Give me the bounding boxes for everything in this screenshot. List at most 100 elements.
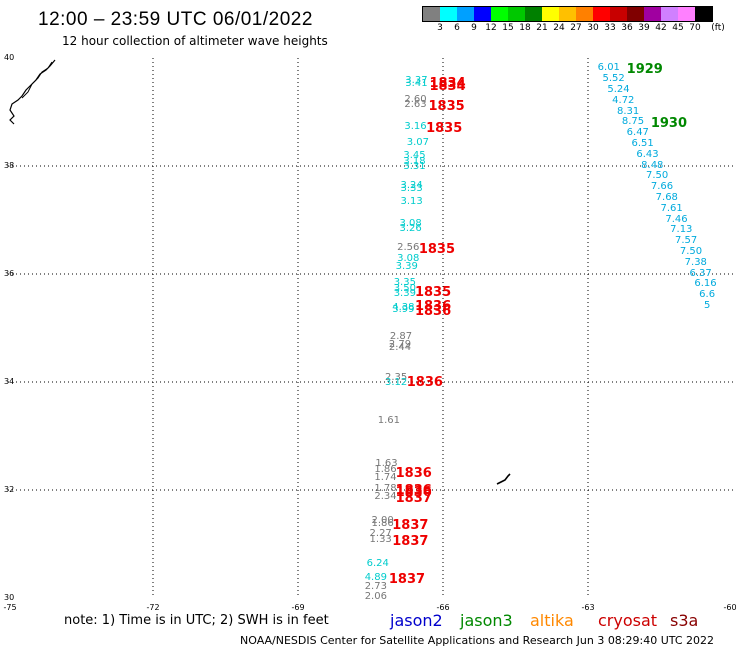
colorbar-swatch bbox=[678, 7, 695, 21]
wave-height-value: 1.63 bbox=[375, 458, 398, 470]
wave-height-value: 2.56 bbox=[397, 242, 420, 254]
colorbar-tick-label: 70 bbox=[689, 23, 701, 33]
wave-height-value: 6.16 bbox=[694, 278, 717, 290]
wave-height-value: 4.72 bbox=[612, 94, 635, 106]
wave-height-value: 2.73 bbox=[364, 580, 387, 592]
latitude-tick-label: 30 bbox=[4, 593, 15, 602]
coastline bbox=[9, 59, 56, 125]
colorbar-swatches bbox=[422, 6, 713, 22]
wave-height-value: 3.16 bbox=[404, 120, 427, 132]
colorbar-swatch bbox=[440, 7, 457, 21]
wave-height-value: 6.43 bbox=[636, 148, 659, 160]
coastline bbox=[21, 61, 53, 99]
pass-time-label: 1835 bbox=[414, 285, 452, 301]
wave-height-value: 8.48 bbox=[641, 159, 664, 171]
colorbar-tick-label: 9 bbox=[471, 23, 477, 33]
wave-height-value: 7.61 bbox=[660, 202, 683, 214]
wave-height-value: 5 bbox=[704, 300, 711, 311]
colorbar-tick-label: 27 bbox=[570, 23, 582, 33]
colorbar-swatch bbox=[542, 7, 559, 21]
wave-height-value: 3.13 bbox=[400, 196, 423, 208]
wave-height-value: 6.47 bbox=[626, 127, 649, 139]
wave-height-value: 3.39 bbox=[393, 288, 416, 300]
wave-height-value: 2.44 bbox=[388, 342, 412, 354]
wave-height-value: 2.79 bbox=[388, 339, 412, 351]
wave-height-value: 1.86 bbox=[371, 517, 394, 529]
wave-height-value: 3.50 bbox=[393, 282, 416, 294]
colorbar-tick-label: 45 bbox=[672, 23, 684, 33]
wave-height-value: 6.01 bbox=[597, 62, 620, 74]
map-subtitle: 12 hour collection of altimeter wave hei… bbox=[62, 34, 328, 48]
colorbar-unit-label: (ft) bbox=[711, 23, 725, 33]
wave-height-value: 7.50 bbox=[646, 170, 669, 182]
satellite-legend-item: s3a bbox=[670, 611, 699, 630]
pass-time-label: 1835 bbox=[418, 242, 456, 258]
colorbar-tick-label: 6 bbox=[454, 23, 460, 33]
wave-height-value: 3.99 bbox=[392, 304, 415, 316]
satellite-legend-item: cryosat bbox=[598, 611, 658, 630]
pass-time-label: 1837 bbox=[388, 571, 426, 587]
pass-time-label: 1835 bbox=[428, 99, 465, 115]
map-title: 12:00 – 23:59 UTC 06/01/2022 bbox=[38, 9, 313, 30]
colorbar-swatch bbox=[576, 7, 593, 21]
longitude-tick-label: -66 bbox=[436, 603, 450, 612]
colorbar-tick-label: 24 bbox=[553, 23, 565, 33]
wave-height-value: 2.06 bbox=[364, 590, 387, 602]
wave-height-value: 5.24 bbox=[607, 84, 630, 95]
wave-height-value: 1.33 bbox=[369, 533, 392, 545]
wave-height-value: 3.41 bbox=[405, 77, 428, 89]
colorbar-tick-label: 30 bbox=[587, 23, 599, 33]
satellite-legend-item: jason2 bbox=[390, 611, 443, 630]
satellite-legend-item: jason3 bbox=[460, 611, 513, 630]
wave-height-value: 6.37 bbox=[689, 267, 712, 279]
wave-height-value: 3.37 bbox=[405, 74, 428, 86]
colorbar-swatch bbox=[593, 7, 610, 21]
colorbar-swatch bbox=[508, 7, 525, 21]
longitude-tick-label: -72 bbox=[146, 603, 160, 612]
pass-time-label: 1837 bbox=[395, 490, 432, 506]
latitude-tick-label: 32 bbox=[4, 485, 15, 494]
note-text: note: 1) Time is in UTC; 2) SWH is in fe… bbox=[64, 613, 329, 628]
wave-height-value: 7.13 bbox=[670, 224, 693, 236]
colorbar-swatch bbox=[525, 7, 542, 21]
wave-height-value: 2.27 bbox=[369, 528, 392, 540]
wave-height-value: 2.87 bbox=[389, 331, 413, 343]
pass-time-label: 1834 bbox=[429, 75, 466, 91]
colorbar-swatch bbox=[474, 7, 491, 21]
wave-height-value: 4.89 bbox=[364, 571, 387, 583]
pass-time-label: 1836 bbox=[395, 482, 432, 498]
bermuda-island bbox=[496, 473, 511, 485]
colorbar-tick-label: 21 bbox=[536, 23, 548, 33]
wave-height-value: 3.39 bbox=[395, 261, 418, 273]
wave-height-value: 7.50 bbox=[679, 246, 703, 257]
colorbar-tick-label: 36 bbox=[621, 23, 633, 33]
colorbar-swatch bbox=[610, 7, 627, 21]
wave-height-value: 6.6 bbox=[699, 289, 716, 301]
pass-time-label: 1836 bbox=[414, 298, 452, 314]
wave-height-value: 3.12 bbox=[385, 377, 408, 389]
wave-height-value: 7.66 bbox=[650, 181, 674, 193]
colorbar-tick-label: 12 bbox=[485, 23, 497, 33]
wave-height-value: 2.34 bbox=[374, 490, 397, 502]
wave-height-value: 3.26 bbox=[399, 223, 422, 235]
pass-time-label: 1836 bbox=[414, 304, 452, 320]
pass-time-label: 1837 bbox=[392, 517, 429, 533]
pass-time-label: 1929 bbox=[626, 62, 663, 78]
wave-height-value: 4.38 bbox=[392, 301, 415, 313]
credit-line: NOAA/NESDIS Center for Satellite Applica… bbox=[240, 634, 715, 647]
wave-height-value: 1.74 bbox=[374, 471, 397, 483]
wave-height-value: 3.18 bbox=[403, 155, 426, 167]
wave-height-value: 3.07 bbox=[406, 136, 430, 148]
wave-height-value: 6.51 bbox=[631, 138, 654, 149]
colorbar-swatch bbox=[644, 7, 661, 21]
longitude-tick-label: -69 bbox=[291, 603, 305, 612]
wave-height-value: 6.24 bbox=[366, 558, 389, 570]
wave-height-value: 7.68 bbox=[655, 192, 678, 203]
pass-time-label: 1834 bbox=[429, 78, 466, 94]
colorbar-swatch bbox=[491, 7, 508, 21]
wave-height-value: 3.35 bbox=[393, 277, 416, 289]
wave-height-value: 2.60 bbox=[404, 93, 427, 105]
colorbar-tick-label: 18 bbox=[519, 23, 531, 33]
